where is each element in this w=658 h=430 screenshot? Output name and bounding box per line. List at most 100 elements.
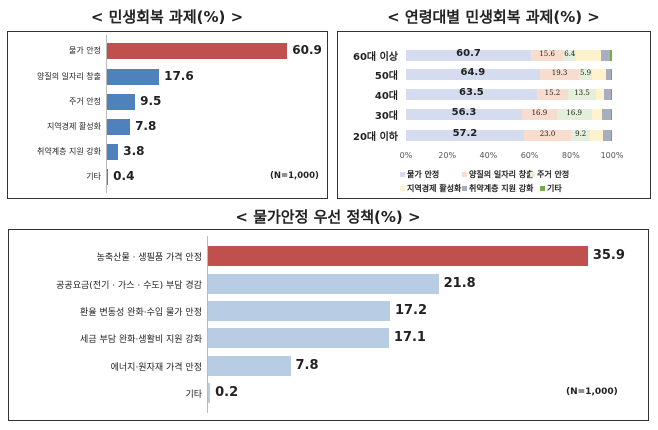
bar xyxy=(208,246,588,266)
stacked-segment xyxy=(576,49,602,61)
chart3-note: (N=1,000) xyxy=(566,387,618,397)
chart3-title: < 물가안정 우선 정책(%) > xyxy=(235,208,421,226)
bar xyxy=(208,383,211,403)
stacked-segment xyxy=(539,68,580,80)
stacked-segment xyxy=(571,129,591,141)
legend-item: 취약계층 지원 강화 xyxy=(462,183,533,194)
segment-value: 19.3 xyxy=(551,69,568,77)
chart1-title: < 민생회복 과제(%) > xyxy=(90,8,244,26)
bar xyxy=(107,43,288,59)
legend-item: 주거 안정 xyxy=(530,169,569,180)
stacked-segment xyxy=(556,108,592,120)
stacked-segment xyxy=(595,88,605,100)
category-label: 취약계층 지원 강화 xyxy=(37,147,101,156)
category-label: 60대 이상 xyxy=(353,52,398,63)
stacked-segment xyxy=(536,88,569,100)
stacked-segment xyxy=(604,88,612,100)
value-label: 7.8 xyxy=(135,119,157,134)
value-label: 9.5 xyxy=(140,94,162,109)
category-label: 기타 xyxy=(86,172,101,181)
x-tick-label: 80% xyxy=(561,151,580,160)
category-label: 환율 변동성 완화·수입 물가 안정 xyxy=(80,308,202,318)
stacked-segment xyxy=(606,68,611,80)
segment-value: 6.4 xyxy=(564,50,576,58)
value-label: 21.8 xyxy=(443,275,476,291)
stacked-segment xyxy=(406,49,532,61)
category-label: 주거 안정 xyxy=(69,97,101,106)
category-label: 공공요금(전기 · 가스 · 수도) 부담 경감 xyxy=(56,281,202,291)
legend-label: 기타 xyxy=(547,184,562,193)
stacked-segment xyxy=(406,88,537,100)
axis-line xyxy=(106,35,107,193)
stacked-segment xyxy=(602,129,612,141)
legend-item: 기타 xyxy=(540,183,562,194)
chart2-title: < 연령대별 민생회복 과제(%) > xyxy=(387,8,600,26)
bar xyxy=(208,274,439,294)
bar xyxy=(208,301,390,321)
category-label: 에너지·원자재 가격 안정 xyxy=(110,363,202,373)
segment-value: 16.9 xyxy=(566,109,582,117)
stacked-segment xyxy=(568,88,596,100)
legend-swatch xyxy=(400,186,405,191)
legend-item: 지역경제 활성화 xyxy=(400,183,461,194)
segment-value: 5.9 xyxy=(579,69,592,77)
value-label: 17.1 xyxy=(393,329,426,345)
segment-value: 15.6 xyxy=(539,50,555,58)
category-label: 40대 xyxy=(374,91,398,102)
stacked-segment xyxy=(406,129,524,141)
stacked-segment xyxy=(601,108,612,120)
segment-value: 15.2 xyxy=(544,89,561,97)
legend-label: 물가 안정 xyxy=(407,170,440,179)
stacked-segment xyxy=(523,129,572,141)
legend-label: 지역경제 활성화 xyxy=(407,184,462,193)
bar xyxy=(107,69,160,85)
category-label: 지역경제 활성화 xyxy=(46,122,101,131)
segment-value: 60.7 xyxy=(456,48,481,59)
legend-label: 취약계층 지원 강화 xyxy=(469,184,534,193)
category-label: 기타 xyxy=(185,390,202,400)
segment-value: 13.5 xyxy=(574,89,590,97)
chart1-panel xyxy=(7,31,328,199)
segment-value: 63.5 xyxy=(459,87,484,98)
x-tick-label: 40% xyxy=(479,151,498,160)
legend-swatch xyxy=(530,172,535,177)
stacked-segment xyxy=(579,68,592,80)
stacked-segment xyxy=(531,49,564,61)
bar xyxy=(107,94,136,110)
bar xyxy=(107,169,109,185)
legend-swatch xyxy=(400,172,405,177)
value-label: 7.8 xyxy=(295,357,319,373)
x-tick-label: 60% xyxy=(520,151,539,160)
category-label: 세금 부담 완화·생활비 지원 강화 xyxy=(80,335,202,345)
category-label: 20대 이하 xyxy=(353,132,398,143)
stacked-segment xyxy=(590,129,603,141)
bar xyxy=(208,328,389,348)
legend-item: 양질의 일자리 창출 xyxy=(462,169,533,180)
segment-value: 23.0 xyxy=(539,130,556,138)
stacked-segment xyxy=(563,49,577,61)
value-label: 17.2 xyxy=(394,302,428,318)
segment-value: 9.2 xyxy=(575,130,587,138)
category-label: 물가 안정 xyxy=(69,46,101,55)
category-label: 농축산물 · 생필품 가격 안정 xyxy=(96,253,202,263)
legend-label: 양질의 일자리 창출 xyxy=(469,170,534,179)
legend-swatch xyxy=(462,172,467,177)
bar xyxy=(107,119,131,135)
segment-value: 64.9 xyxy=(460,67,486,78)
stacked-segment xyxy=(521,108,557,120)
x-tick-label: 100% xyxy=(600,151,624,160)
stacked-segment xyxy=(610,68,612,80)
value-label: 60.9 xyxy=(292,43,322,58)
stacked-segment xyxy=(591,68,606,80)
segment-value: 16.9 xyxy=(531,109,548,117)
x-tick-label: 20% xyxy=(438,151,457,160)
segment-value: 56.3 xyxy=(451,107,477,118)
segment-value: 57.2 xyxy=(452,128,478,139)
stacked-segment xyxy=(611,129,612,141)
category-label: 50대 xyxy=(374,71,398,82)
legend-item: 물가 안정 xyxy=(400,169,439,180)
category-label: 양질의 일자리 창출 xyxy=(37,72,101,81)
legend-swatch xyxy=(540,186,545,191)
bar xyxy=(208,356,291,376)
value-label: 0.2 xyxy=(215,384,239,400)
